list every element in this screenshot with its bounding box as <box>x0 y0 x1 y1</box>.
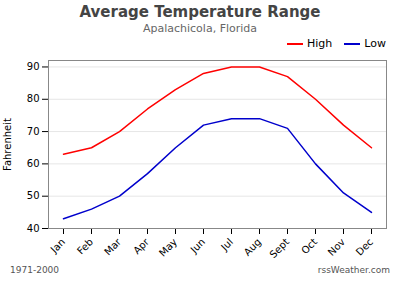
svg-text:Mar: Mar <box>102 236 124 258</box>
svg-text:Jul: Jul <box>218 236 235 253</box>
html-text:Average Temperature Range: Average Temperature Range <box>79 3 321 21</box>
html-text:rssWeather.com: rssWeather.com <box>317 265 390 275</box>
svg-text:Apr: Apr <box>131 236 152 257</box>
svg-text:Aug: Aug <box>242 236 264 258</box>
svg-text:Sept: Sept <box>267 236 291 260</box>
html-text:High: High <box>307 37 333 50</box>
svg-text:60: 60 <box>27 158 40 169</box>
svg-text:40: 40 <box>27 223 40 234</box>
svg-text:Jan: Jan <box>48 236 67 255</box>
svg-text:Dec: Dec <box>354 236 375 257</box>
svg-text:Jun: Jun <box>188 236 208 256</box>
svg-text:Oct: Oct <box>299 236 319 256</box>
svg-text:90: 90 <box>27 61 40 72</box>
svg-text:Nov: Nov <box>326 236 348 258</box>
html-text:Apalachicola, Florida: Apalachicola, Florida <box>142 22 257 35</box>
svg-text:80: 80 <box>27 93 40 104</box>
html-text:1971-2000: 1971-2000 <box>10 265 60 275</box>
svg-text:50: 50 <box>27 190 40 201</box>
svg-text:May: May <box>157 236 179 258</box>
svg-text:Fahrenheit: Fahrenheit <box>2 118 13 171</box>
svg-text:70: 70 <box>27 126 40 137</box>
html-text:Low: Low <box>364 37 386 50</box>
svg-text:Feb: Feb <box>75 236 95 256</box>
